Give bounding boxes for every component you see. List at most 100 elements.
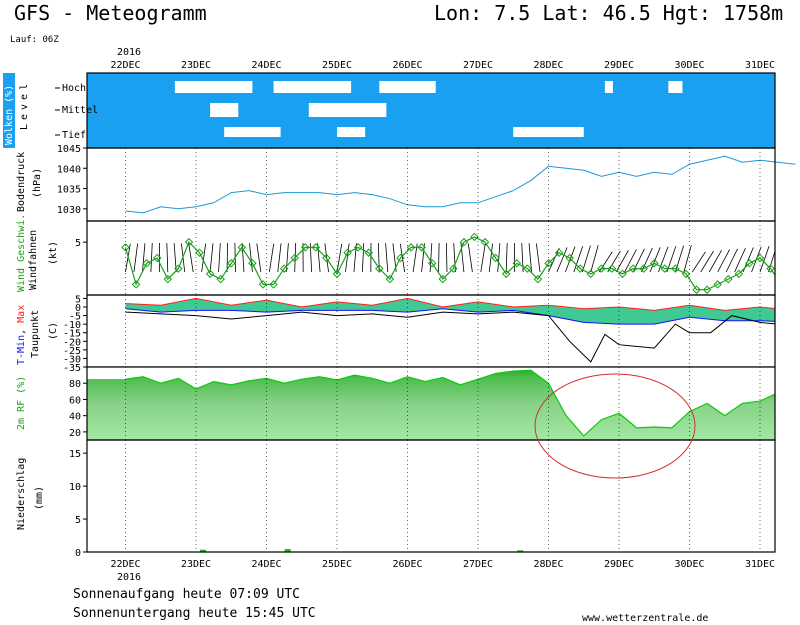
wind-speed-marker (766, 264, 775, 273)
annotation-ellipse (534, 373, 696, 479)
cloud-title-band (3, 73, 15, 148)
temp-plot (125, 297, 775, 363)
wind-speed-marker (565, 253, 574, 263)
level-tief: Tief (62, 130, 86, 141)
wind-barb (488, 243, 493, 273)
wind-speed-marker (480, 237, 490, 247)
precip-panel: Niederschlag (mm) 0 5 10 15 (16, 439, 776, 559)
wind-barb (759, 246, 770, 273)
rh-title: 2m RF (%) (16, 376, 27, 430)
wind-barb (734, 247, 746, 273)
wind-speed-marker (301, 243, 310, 252)
temp-tick-label: -35 (63, 363, 81, 374)
temp-tick-label: -30 (63, 354, 81, 365)
wind-barb (142, 243, 146, 273)
wind-speed-marker (406, 243, 416, 252)
rh-tick-label: 80 (69, 379, 81, 390)
rh-tick-label: 20 (69, 428, 81, 439)
wind-speed-marker (724, 274, 733, 284)
wind-barb (166, 243, 169, 273)
wind-speed-marker (734, 269, 744, 279)
date-label-top: 24DEC (251, 60, 281, 71)
wind-speed-marker (788, 286, 795, 293)
date-label-bottom: 23DEC (181, 559, 211, 570)
chart-title: GFS - Meteogramm (14, 1, 207, 25)
wind-barb (480, 243, 486, 273)
precip-tick-label: 15 (69, 449, 81, 460)
dewpoint-line (125, 311, 775, 363)
rh-area (87, 370, 775, 440)
date-label-top: 29DEC (604, 60, 634, 71)
wind-speed-marker (227, 259, 236, 268)
wind-speed-marker (248, 259, 257, 268)
wind-speed-marker (449, 264, 458, 273)
wind-barb (683, 245, 692, 273)
date-label-bottom: 31DEC (745, 559, 775, 570)
wind-barb (521, 243, 524, 273)
cloud-clear-patch (273, 81, 352, 93)
pressure-tick-label: 1045 (57, 144, 81, 155)
date-label-bottom: 27DEC (463, 559, 493, 570)
wind-speed-marker (237, 243, 247, 252)
precip-title: Niederschlag (16, 458, 27, 530)
cloud-clear-patches (174, 81, 683, 137)
wind-speed-marker (258, 280, 268, 289)
wind-barb (336, 243, 343, 273)
pressure-line (125, 155, 796, 214)
wind-barb (666, 246, 677, 273)
precip-bar (284, 549, 291, 552)
wind-speed-marker (597, 264, 606, 273)
date-label-top: 23DEC (181, 60, 211, 71)
temp-max-label: Max (16, 305, 27, 323)
wind-barb (249, 243, 253, 273)
temp-unit: (C) (48, 322, 59, 340)
date-axis-bottom: 22DEC 23DEC 24DEC 25DEC 26DEC 27DEC 28DEC 29DEC… (110, 559, 775, 570)
sunset-text: Sonnenuntergang heute 15:45 UTC (73, 606, 316, 621)
wind-barb (556, 247, 568, 273)
wind-speed-marker (544, 259, 553, 268)
rh-plot (87, 367, 775, 440)
temp-tick-label: 0 (75, 303, 81, 314)
precip-bar (200, 549, 207, 552)
cloud-clear-patch (210, 103, 239, 117)
wind-speed-marker (131, 280, 141, 289)
wind-speed-marker (385, 274, 395, 284)
wind-speed-marker (353, 243, 363, 252)
precip-bar (517, 550, 524, 552)
wind-barb (201, 243, 207, 273)
date-label-bottom: 22DEC (110, 559, 140, 570)
date-label-top: 30DEC (674, 60, 704, 71)
year-top: 2016 (117, 47, 141, 58)
tmin-line (125, 308, 775, 325)
pressure-tick-label: 1035 (57, 185, 81, 196)
wind-speed-marker (628, 264, 638, 273)
wind-speed-marker (142, 259, 151, 268)
sunrise-text: Sonnenaufgang heute 07:09 UTC (73, 587, 300, 602)
wind-speed-marker (618, 269, 627, 279)
wind-barb (548, 247, 560, 273)
temp-tick-label: -20 (63, 337, 81, 348)
wind-speed-marker (533, 274, 543, 284)
level-hoch: Hoch (62, 83, 86, 94)
wind-barb (445, 243, 448, 273)
wind-speed-marker (713, 280, 722, 289)
date-label-top: 26DEC (392, 60, 422, 71)
wind-speed-marker (290, 253, 299, 263)
pressure-unit: (hPa) (32, 168, 43, 198)
wind-barb (256, 243, 262, 273)
wind-speed-marker (174, 264, 183, 273)
level-mittel: Mittel (62, 105, 98, 116)
wind-barb (658, 246, 669, 273)
wind-speed-marker (586, 269, 596, 279)
wind-speed-marker (755, 253, 765, 263)
wind-barb (675, 245, 685, 273)
wind-speed-marker (745, 259, 754, 268)
wind-speed-marker (184, 237, 194, 247)
temp-tick-label: -15 (63, 329, 81, 340)
wind-speed-marker (417, 243, 426, 252)
cloud-clear-patch (513, 127, 584, 137)
wind-barb (615, 250, 629, 273)
date-label-bottom: 29DEC (604, 559, 634, 570)
wind-speed-marker (491, 253, 500, 263)
